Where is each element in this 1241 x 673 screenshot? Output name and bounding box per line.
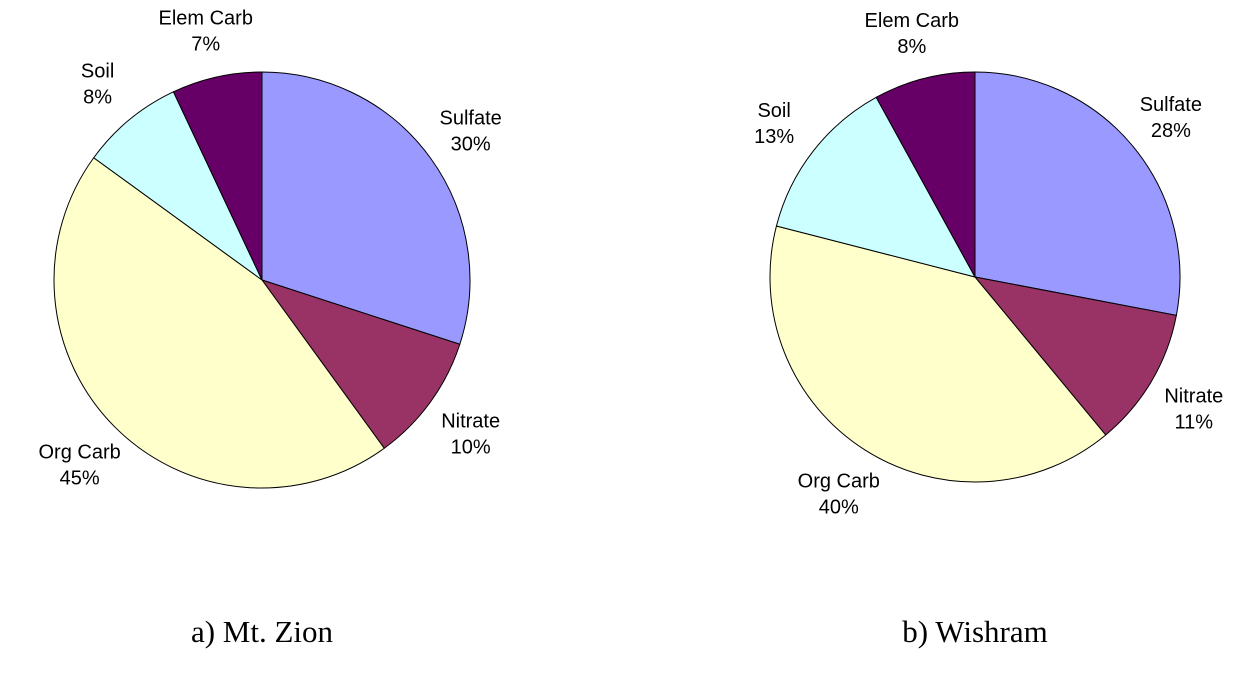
- pie-slice: [769, 225, 1107, 483]
- pie-slice: [875, 71, 976, 278]
- slice-name: Nitrate: [1164, 385, 1223, 407]
- chart-title: a) Mt. Zion: [191, 614, 334, 649]
- slice-name: Sulfate: [1140, 94, 1202, 116]
- pie-slice: [172, 71, 263, 281]
- pie-slice: [775, 96, 976, 278]
- slice-name: Org Carb: [38, 441, 120, 463]
- slice-label: 40%: [819, 497, 859, 519]
- slice-label: 8%: [897, 36, 926, 58]
- slice-name: Soil: [757, 100, 790, 122]
- pie-slice: [973, 276, 1177, 436]
- slice-name: Elem Carb: [158, 7, 252, 29]
- slice-name: Nitrate: [441, 411, 500, 433]
- slice-label: 8%: [83, 86, 112, 108]
- slice-label: 28%: [1151, 120, 1191, 142]
- pie-slice: [93, 91, 263, 281]
- pie-slice: [260, 279, 461, 449]
- slice-label: 10%: [451, 437, 491, 459]
- slice-name: Sulfate: [440, 107, 502, 129]
- slice-name: Elem Carb: [865, 10, 959, 32]
- slice-label: 7%: [191, 33, 220, 55]
- slice-label: 11%: [1175, 411, 1214, 433]
- slice-label: 45%: [60, 467, 100, 489]
- chart-title: b) Wishram: [902, 614, 1047, 649]
- pie-slice: [974, 71, 1181, 316]
- slice-name: Soil: [81, 60, 114, 82]
- slice-name: Org Carb: [798, 471, 880, 493]
- slice-label: 30%: [451, 133, 491, 155]
- pie-slice: [53, 157, 385, 489]
- slice-label: 13%: [754, 126, 794, 148]
- pie-slice: [261, 71, 471, 345]
